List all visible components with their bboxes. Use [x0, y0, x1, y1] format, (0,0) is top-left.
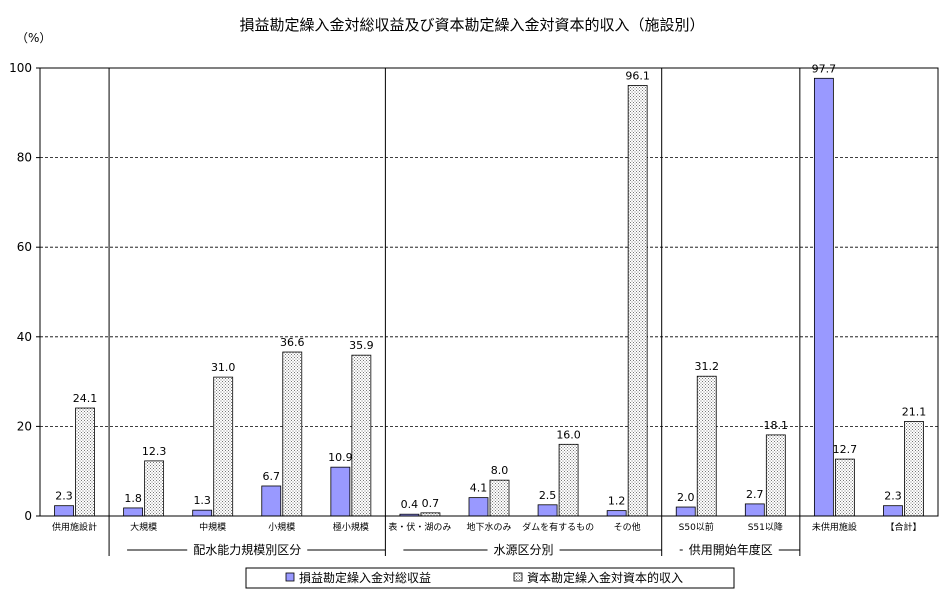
- y-tick-label: 40: [17, 330, 32, 344]
- legend-swatch-series-2: [513, 572, 523, 582]
- data-label-series-2: 0.7: [422, 497, 440, 510]
- data-label-series-2: 35.9: [349, 339, 374, 352]
- bar-series-1: [330, 466, 351, 517]
- bar-series-1: [606, 510, 627, 517]
- legend: 損益勘定繰入金対総収益 資本勘定繰入金対資本的収入: [245, 567, 735, 589]
- category-label: 大規模: [130, 521, 157, 533]
- bar-series-2: [558, 443, 579, 517]
- bar-series-2: [904, 421, 924, 517]
- bar-series-2: [282, 351, 303, 517]
- group-label: 供用開始年度区: [689, 542, 773, 557]
- data-label-series-1: 2.0: [677, 491, 695, 504]
- y-tick-label: 20: [17, 419, 32, 433]
- data-label-series-1: 10.9: [328, 451, 353, 464]
- data-label-series-2: 16.0: [556, 428, 581, 441]
- category-label: 未供用施設: [812, 521, 857, 533]
- bar-series-1: [537, 504, 558, 517]
- data-label-series-1: 0.4: [401, 498, 419, 511]
- legend-swatch-series-1: [285, 572, 295, 582]
- data-label-series-2: 24.1: [73, 392, 98, 405]
- data-label-series-2: 96.1: [625, 69, 650, 82]
- plot-area: [39, 67, 939, 517]
- bar-series-1: [744, 503, 765, 517]
- data-label-series-2: 21.1: [902, 405, 927, 418]
- y-tick-label: 0: [24, 509, 32, 523]
- category-label: その他: [614, 521, 641, 533]
- data-label-series-2: 31.2: [694, 360, 719, 373]
- chart-title: 損益勘定繰入金対総収益及び資本勘定繰入金対資本的収入（施設別）: [239, 16, 704, 34]
- data-label-series-1: 1.2: [608, 495, 626, 508]
- bar-series-2: [627, 85, 648, 517]
- data-label-series-1: 2.7: [746, 488, 764, 501]
- category-label: 供用施設計: [52, 521, 97, 533]
- data-label-series-1: 2.3: [55, 490, 73, 503]
- data-label-series-1: 4.1: [470, 482, 488, 495]
- group-label: 水源区分別: [494, 543, 554, 557]
- bar-series-1: [54, 505, 74, 517]
- category-label: 表・伏・湖のみ: [388, 521, 451, 533]
- bar-series-1: [883, 505, 903, 517]
- data-label-series-2: 12.7: [833, 443, 858, 456]
- y-tick-label: 100: [9, 61, 32, 75]
- bar-series-1: [123, 507, 144, 517]
- data-label-series-1: 6.7: [263, 470, 281, 483]
- category-label: 地下水のみ: [466, 521, 511, 533]
- category-label: ダムを有するもの: [522, 521, 594, 533]
- legend-label-series-1: 損益勘定繰入金対総収益: [299, 570, 431, 585]
- y-axis-unit: （%）: [16, 31, 51, 45]
- category-label: 【合計】: [885, 521, 921, 533]
- bar-series-2: [144, 460, 165, 517]
- category-label: S50以前: [679, 521, 714, 533]
- data-label-series-2: 31.0: [211, 361, 236, 374]
- bar-series-2: [765, 434, 786, 517]
- bar-series-2: [213, 376, 234, 517]
- bar-series-1: [813, 77, 834, 517]
- bar-series-2: [75, 407, 95, 517]
- y-tick-label: 60: [17, 240, 32, 254]
- bar-series-2: [351, 354, 372, 517]
- data-label-series-2: 12.3: [142, 445, 167, 458]
- group-label: 配水能力規模別区分: [193, 542, 301, 557]
- bar-series-2: [489, 479, 510, 517]
- category-label: 中規模: [199, 521, 226, 533]
- bar-series-2: [696, 375, 717, 517]
- bar-series-1: [261, 485, 282, 517]
- data-label-series-1: 1.3: [193, 494, 211, 507]
- category-label: 小規模: [268, 522, 295, 533]
- bar-series-1: [192, 509, 213, 517]
- y-tick-label: 80: [17, 151, 32, 165]
- data-label-series-1: 2.3: [884, 490, 902, 503]
- data-label-series-2: 18.1: [764, 419, 789, 432]
- data-label-series-1: 1.8: [124, 492, 142, 505]
- bar-series-1: [468, 497, 489, 517]
- bar-series-2: [834, 458, 855, 517]
- data-label-series-2: 8.0: [491, 464, 509, 477]
- legend-label-series-2: 資本勘定繰入金対資本的収入: [527, 570, 683, 585]
- data-label-series-2: 36.6: [280, 336, 305, 349]
- data-label-series-1: 97.7: [812, 62, 837, 75]
- category-label: S51以降: [748, 521, 783, 533]
- bar-series-1: [675, 506, 696, 517]
- data-label-series-1: 2.5: [539, 489, 557, 502]
- category-label: 極小規模: [333, 521, 369, 533]
